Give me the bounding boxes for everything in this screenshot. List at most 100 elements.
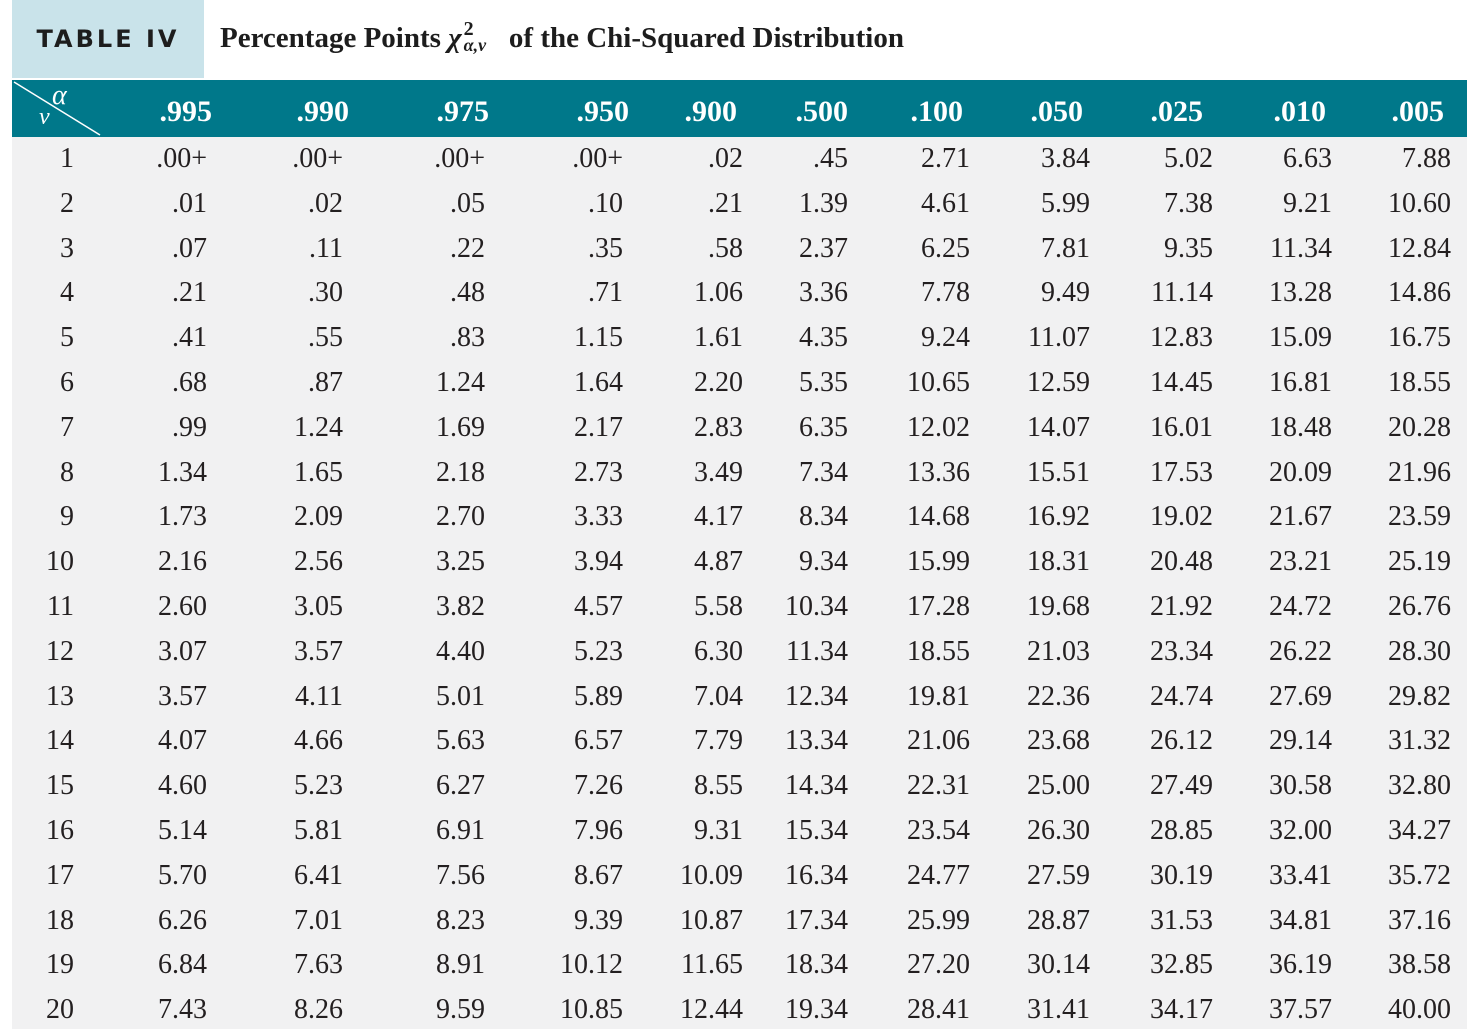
degrees-of-freedom-cell: 5 [60,322,74,354]
table-cell: 19.68 [1027,591,1090,622]
table-cell: 7.34 [799,456,848,488]
table-cell: 4.60 [158,770,207,802]
table-cell: .83 [450,322,485,354]
table-cell: 25.99 [907,904,970,936]
degrees-of-freedom-cell: 2 [60,187,74,219]
table-cell: 7.81 [1041,232,1090,264]
table-cell: 36.19 [1269,949,1332,981]
table-cell: 10.60 [1388,187,1451,219]
table-cell: 27.49 [1150,770,1213,802]
table-cell: 2.71 [921,143,970,174]
table-row: 16 5.14 5.81 6.91 7.96 9.31 15.34 23.54 26.30 28.… [12,809,1467,854]
table-cell: 12.34 [785,680,848,712]
table-cell: 18.55 [1388,367,1451,398]
title-subscript: α,ν [463,35,487,55]
table-cell: 4.17 [694,501,743,533]
column-header-alpha: .500 [795,95,849,128]
table-cell: .58 [708,232,743,264]
table-cell: 26.12 [1150,725,1213,757]
table-cell: 15.34 [785,815,848,846]
table-cell: 16.01 [1150,411,1213,443]
table-cell: 12.84 [1388,232,1451,264]
table-cell: 2.17 [574,411,623,443]
table-cell: 17.28 [907,591,970,622]
table-cell: .41 [172,322,207,354]
table-cell: 1.61 [694,322,743,354]
table-cell: 28.85 [1150,815,1213,846]
table-cell: 29.82 [1388,680,1451,712]
table-cell: 7.63 [294,949,343,981]
table-cell: .21 [172,277,207,309]
table-cell: 4.57 [574,591,623,622]
table-cell: 6.91 [436,815,485,846]
degrees-of-freedom-cell: 13 [46,680,74,712]
table-cell: 28.87 [1027,904,1090,936]
table-cell: .22 [450,232,485,264]
table-cell: 5.58 [694,591,743,622]
table-cell: 6.35 [799,411,848,443]
table-cell: 38.58 [1388,949,1451,981]
table-cell: 6.25 [921,232,970,264]
table-cell: 16.81 [1269,367,1332,398]
table-cell: .02 [708,143,743,174]
table-cell: 8.23 [436,904,485,936]
table-cell: 13.36 [907,456,970,488]
table-cell: 6.84 [158,949,207,981]
table-cell: 5.81 [294,815,343,846]
table-cell: 3.49 [694,456,743,488]
table-cell: 10.65 [907,367,970,398]
degrees-of-freedom-cell: 15 [46,770,74,802]
table-cell: 3.57 [294,635,343,667]
table-cell: 32.00 [1269,815,1332,846]
table-cell: 2.56 [294,546,343,578]
table-cell: 9.24 [921,322,970,354]
header-corner: α ν [12,80,102,137]
table-cell: 1.64 [574,367,623,398]
table-cell: 20.48 [1150,546,1213,578]
table-cell: 20.28 [1388,411,1451,443]
table-cell: 23.34 [1150,635,1213,667]
table-cell: 30.19 [1150,859,1213,891]
table-cell: 2.20 [694,367,743,398]
table-cell: 20.09 [1269,456,1332,488]
table-cell: .00+ [156,143,207,174]
table-row: 13 3.57 4.11 5.01 5.89 7.04 12.34 19.81 22.36 24.… [12,675,1467,720]
column-header-alpha: .100 [910,95,964,128]
table-row: 5 .41 .55 .83 1.15 1.61 4.35 9.24 11.07 12.83 15.0… [12,316,1467,361]
table-cell: 18.31 [1027,546,1090,578]
table-cell: 5.01 [436,680,485,712]
table-cell: 7.78 [921,277,970,309]
table-row: 17 5.70 6.41 7.56 8.67 10.09 16.34 24.77 27.59 30… [12,854,1467,899]
table-row: 1 .00+ .00+ .00+ .00+ .02 .45 2.71 3.84 5.02 6.63 7… [12,137,1467,182]
table-row: 7 .99 1.24 1.69 2.17 2.83 6.35 12.02 14.07 16.01 1… [12,406,1467,451]
table-cell: 5.02 [1164,143,1213,174]
table-cell: 25.00 [1027,770,1090,802]
table-cell: 5.35 [799,367,848,398]
table-cell: 10.87 [680,904,743,936]
table-cell: 30.14 [1027,949,1090,981]
table-cell: 15.09 [1269,322,1332,354]
table-cell: 17.34 [785,904,848,936]
table-cell: 14.68 [907,501,970,533]
table-cell: 8.91 [436,949,485,981]
table-cell: 1.65 [294,456,343,488]
table-cell: 10.12 [560,949,623,981]
table-cell: 1.34 [158,456,207,488]
table-cell: 3.57 [158,680,207,712]
table-cell: 18.55 [907,635,970,667]
table-row: 4 .21 .30 .48 .71 1.06 3.36 7.78 9.49 11.14 13.28 1… [12,271,1467,316]
table-cell: 5.23 [294,770,343,802]
table-cell: 29.14 [1269,725,1332,757]
table-cell: 3.82 [436,591,485,622]
table-cell: 5.70 [158,859,207,891]
table-cell: 30.58 [1269,770,1332,802]
degrees-of-freedom-cell: 7 [60,411,74,443]
table-cell: 6.41 [294,859,343,891]
table-cell: 7.88 [1402,143,1451,174]
table-cell: 11.07 [1028,322,1090,354]
table-cell: 4.40 [436,635,485,667]
table-cell: 18.34 [785,949,848,981]
table-cell: .35 [588,232,623,264]
table-cell: 37.16 [1388,904,1451,936]
table-cell: 23.54 [907,815,970,846]
